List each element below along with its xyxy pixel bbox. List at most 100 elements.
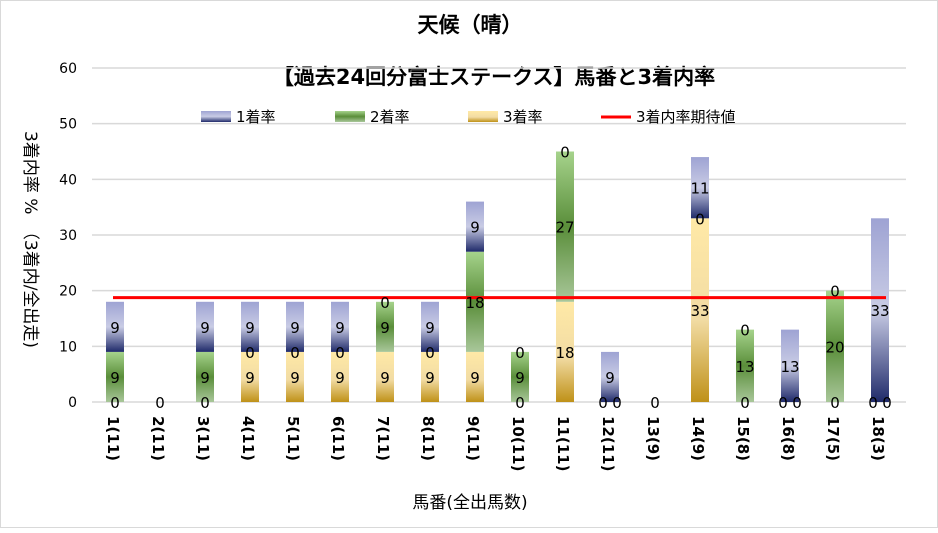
y-tick-label: 0 (68, 395, 77, 411)
bar-segment-1着率 (421, 301, 439, 352)
data-label: 0 (515, 394, 525, 412)
bar-segment-1着率 (106, 301, 124, 352)
x-tick-label: 10(11) (509, 416, 527, 471)
bar-segment-1着率 (691, 157, 709, 219)
x-tick-label: 4(11) (239, 416, 257, 461)
data-label: 9 (290, 319, 300, 337)
data-label: 13 (735, 358, 754, 376)
x-tick-label: 2(11) (149, 416, 167, 461)
y-tick-label: 30 (59, 228, 77, 244)
data-label: 0 (598, 394, 608, 412)
bar-segment-3着率 (466, 351, 484, 402)
data-label: 9 (380, 319, 390, 337)
data-label: 9 (605, 369, 615, 387)
data-label: 9 (380, 369, 390, 387)
data-label: 9 (290, 369, 300, 387)
y-tick-label: 40 (59, 172, 77, 188)
x-tick-label: 17(5) (824, 416, 842, 461)
data-label: 0 (778, 394, 788, 412)
data-label: 9 (470, 219, 480, 237)
bar-segment-2着率 (736, 329, 754, 402)
bar-segment-1着率 (466, 201, 484, 252)
bar-segment-1着率 (331, 301, 349, 352)
data-label: 9 (335, 319, 345, 337)
bar-segment-2着率 (826, 290, 844, 402)
x-tick-label: 8(11) (419, 416, 437, 461)
x-tick-label: 13(9) (644, 416, 662, 461)
data-label: 9 (245, 319, 255, 337)
x-tick-label: 5(11) (284, 416, 302, 461)
data-label: 0 (830, 283, 840, 301)
bar-segment-1着率 (781, 329, 799, 402)
bar-segment-1着率 (286, 301, 304, 352)
data-label: 0 (882, 394, 892, 412)
data-label: 18 (465, 294, 484, 312)
x-tick-label: 7(11) (374, 416, 392, 461)
x-tick-label: 9(11) (464, 416, 482, 461)
data-label: 0 (740, 322, 750, 340)
chart-title: 天候（晴） (418, 13, 523, 37)
bar-segment-3着率 (331, 351, 349, 402)
data-label: 9 (200, 319, 210, 337)
data-label: 9 (425, 369, 435, 387)
data-label: 0 (830, 394, 840, 412)
data-label: 0 (740, 394, 750, 412)
data-label: 0 (200, 394, 210, 412)
legend-label: 2着率 (370, 108, 410, 126)
data-label: 0 (335, 344, 345, 362)
x-tick-label: 6(11) (329, 416, 347, 461)
bar-segment-2着率 (106, 351, 124, 402)
x-tick-label: 3(11) (194, 416, 212, 461)
data-label: 20 (825, 338, 844, 356)
data-label: 0 (110, 394, 120, 412)
data-label: 0 (560, 144, 570, 162)
y-tick-label: 20 (59, 284, 77, 300)
bar-segment-2着率 (466, 251, 484, 352)
legend-label: 1着率 (236, 108, 276, 126)
bar-segment-3着率 (421, 351, 439, 402)
chart-subtitle: 【過去24回分富士ステークス】馬番と3着内率 (273, 65, 715, 89)
data-label: 0 (155, 394, 165, 412)
data-label: 0 (612, 394, 622, 412)
bar-segment-2着率 (511, 351, 529, 402)
data-label: 0 (650, 394, 660, 412)
data-label: 33 (690, 302, 709, 320)
data-label: 9 (245, 369, 255, 387)
y-tick-label: 60 (59, 61, 77, 77)
bar-segment-3着率 (376, 351, 394, 402)
legend-label: 3着率 (503, 108, 543, 126)
data-label: 9 (425, 319, 435, 337)
bar-segment-1着率 (241, 301, 259, 352)
data-label: 33 (870, 302, 889, 320)
data-label: 0 (380, 294, 390, 312)
legend-swatch (468, 111, 498, 122)
x-tick-label: 18(3) (869, 416, 887, 461)
data-label: 0 (515, 344, 525, 362)
bar-segment-3着率 (691, 218, 709, 402)
data-label: 0 (792, 394, 802, 412)
data-label: 18 (555, 344, 574, 362)
bar-segment-3着率 (286, 351, 304, 402)
legend-swatch (335, 111, 365, 122)
data-label: 13 (780, 358, 799, 376)
data-label: 0 (868, 394, 878, 412)
bar-segment-1着率 (601, 351, 619, 402)
data-label: 0 (695, 210, 705, 228)
bar-segment-3着率 (556, 301, 574, 402)
data-label: 27 (555, 219, 574, 237)
y-tick-label: 50 (59, 117, 77, 133)
bar-segment-1着率 (871, 218, 889, 402)
data-label: 9 (200, 369, 210, 387)
x-tick-label: 12(11) (599, 416, 617, 471)
data-label: 0 (245, 344, 255, 362)
data-label: 9 (470, 369, 480, 387)
data-label: 9 (515, 369, 525, 387)
data-label: 9 (110, 369, 120, 387)
x-tick-label: 14(9) (689, 416, 707, 461)
bar-segment-3着率 (241, 351, 259, 402)
y-tick-label: 10 (59, 339, 77, 355)
bar-segment-2着率 (196, 351, 214, 402)
legend-label: 3着内率期待値 (636, 108, 736, 126)
